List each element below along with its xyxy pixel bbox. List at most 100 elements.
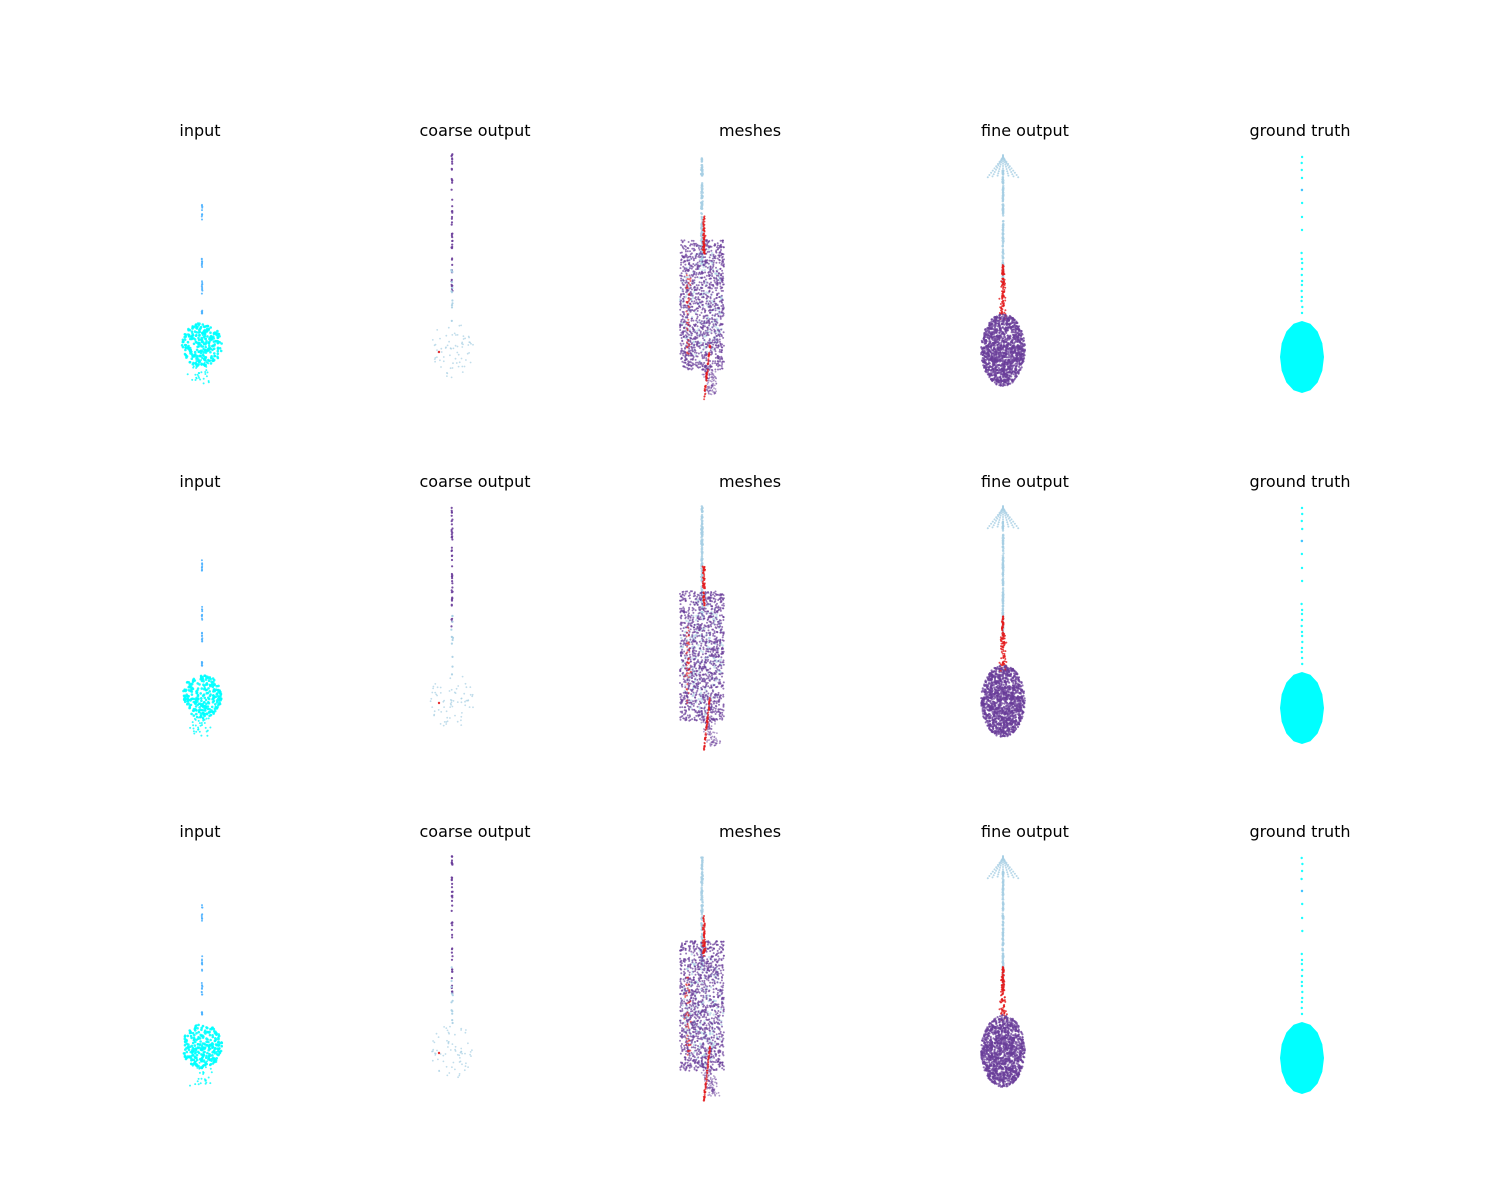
mesh-body-point	[696, 317, 698, 320]
mesh-body-point	[704, 596, 707, 599]
mesh-tail-point	[705, 364, 707, 367]
mesh-body-point	[720, 294, 723, 297]
mesh-red-point	[703, 234, 706, 237]
mesh-stem-point	[701, 207, 704, 210]
mesh-tail-point	[706, 383, 709, 385]
mesh-red-point	[702, 251, 705, 254]
input-head-point	[188, 360, 192, 364]
mesh-body-point	[698, 267, 701, 270]
mesh-body-point	[708, 256, 711, 259]
coarse-stem-point	[451, 596, 454, 599]
mesh-body-point	[722, 634, 725, 637]
mesh-body-point	[698, 345, 701, 348]
mesh-body-point	[722, 305, 725, 308]
input-stem-point	[201, 618, 204, 621]
coarse-head-point	[450, 701, 453, 704]
mesh-body-point	[680, 277, 683, 280]
fine-fan-point	[991, 175, 994, 178]
fine-body-point	[1005, 349, 1008, 352]
coarse-head-point	[446, 372, 448, 374]
mesh-body-point	[712, 348, 715, 351]
coarse-head-point	[439, 692, 442, 694]
fine-neck-point	[1000, 309, 1002, 312]
mesh-body-point	[704, 259, 707, 262]
fine-body-point	[997, 322, 1000, 325]
mesh-body-point	[716, 246, 719, 249]
mesh-body-point	[718, 669, 721, 672]
fine-body-point	[1012, 357, 1015, 360]
mesh-body-point	[679, 304, 682, 307]
fine-body-point	[981, 353, 984, 357]
input-head-point	[209, 350, 212, 354]
fine-body-point	[1017, 330, 1020, 333]
coarse-head-point	[461, 371, 464, 373]
fine-body-point	[991, 336, 994, 339]
input-head-point	[199, 354, 202, 358]
gt-stem-point	[1300, 215, 1304, 219]
fine-stem-point	[1001, 169, 1005, 173]
mesh-body-point	[722, 331, 725, 334]
mesh-body-point	[709, 360, 712, 362]
mesh-body-point	[695, 629, 698, 633]
mesh-stem-point	[700, 215, 703, 219]
fine-body-point	[980, 347, 983, 350]
fine-body-point	[1008, 382, 1011, 385]
mesh-body-point	[680, 666, 684, 669]
coarse-stem-point	[451, 565, 454, 568]
fine-body-point	[1002, 337, 1005, 340]
fine-fan-point	[1007, 166, 1010, 169]
coarse-head-point	[461, 712, 463, 714]
fine-body-point	[985, 356, 988, 359]
mesh-red-point	[687, 352, 690, 355]
mesh-body-point	[700, 363, 703, 366]
input-head-point	[212, 689, 216, 692]
coarse-head-point	[449, 367, 452, 370]
coarse-stem-point	[451, 179, 454, 182]
mesh-body-point	[681, 349, 684, 352]
coarse-head-point	[452, 700, 455, 702]
fine-body-point	[1017, 372, 1020, 375]
fine-body-point	[985, 371, 988, 374]
fine-fan-point	[999, 165, 1001, 168]
mesh-body-point	[702, 292, 705, 295]
coarse-head-point	[442, 356, 445, 358]
input-head-point	[197, 345, 200, 348]
fine-stem-point	[1001, 245, 1004, 248]
mesh-body-point	[701, 300, 704, 303]
fine-body-point	[993, 381, 996, 384]
fine-neck-point	[1004, 296, 1007, 299]
input-head-point	[198, 722, 201, 725]
mesh-body-point	[716, 242, 719, 245]
input-head-point	[212, 712, 215, 715]
mesh-body-point	[709, 311, 711, 314]
mesh-body-point	[699, 332, 702, 334]
fine-body-point	[1009, 378, 1012, 381]
input-head-point	[190, 330, 194, 333]
mesh-body-point	[713, 300, 715, 303]
fine-body-point	[995, 352, 998, 355]
fine-body-point	[1011, 370, 1014, 374]
fine-body-point	[1007, 350, 1010, 353]
mesh-body-point	[708, 679, 711, 682]
mesh-body-point	[690, 317, 693, 320]
input-stem-point	[201, 637, 204, 640]
fine-body-point	[1018, 328, 1021, 331]
mesh-body-point	[699, 321, 702, 324]
mesh-body-point	[691, 256, 694, 259]
input-head-point	[187, 344, 190, 348]
input-head-point	[205, 702, 208, 706]
mesh-body-point	[720, 367, 723, 370]
mesh-body-point	[702, 307, 704, 310]
fine-body-point	[1019, 357, 1022, 361]
mesh-body-point	[703, 636, 706, 639]
input-head-point	[207, 362, 210, 365]
fine-body-point	[1006, 379, 1009, 382]
mesh-body-point	[697, 363, 700, 366]
input-head-point	[216, 352, 220, 355]
fine-stem-point	[1001, 237, 1004, 240]
mesh-body-point	[694, 289, 696, 291]
mesh-body-point	[711, 257, 714, 260]
fine-body-point	[1002, 352, 1005, 355]
fine-body-point	[1016, 362, 1019, 365]
fine-body-point	[989, 350, 992, 354]
